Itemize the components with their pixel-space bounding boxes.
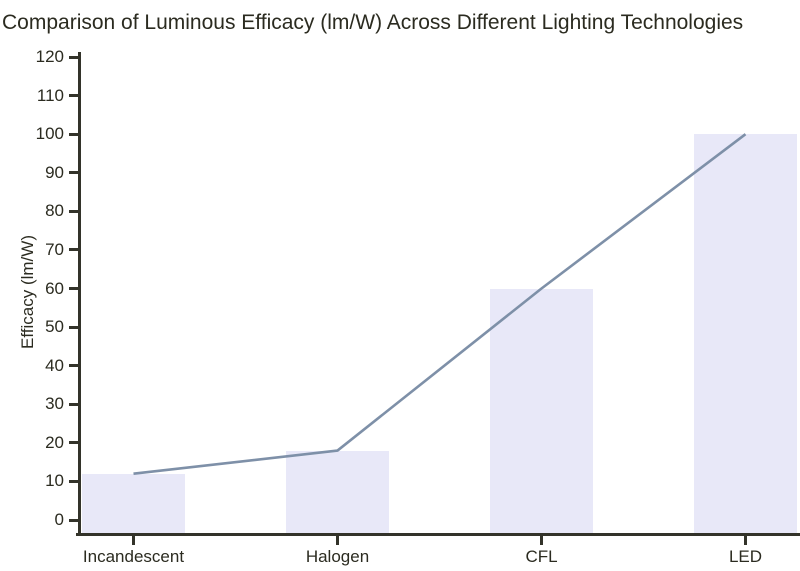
- y-tick-label: 80: [45, 201, 64, 221]
- x-tick-mark: [336, 536, 339, 545]
- y-tick-label: 70: [45, 239, 64, 259]
- x-tick-mark: [132, 536, 135, 545]
- y-tick-label: 30: [45, 394, 64, 414]
- y-tick-label: 100: [35, 124, 64, 144]
- bar-led: [694, 134, 797, 533]
- y-tick-mark: [69, 287, 78, 290]
- y-axis-spine: [78, 52, 81, 536]
- y-tick-mark: [69, 209, 78, 213]
- y-tick-mark: [69, 55, 78, 59]
- x-axis-line: [76, 533, 800, 536]
- y-tick-label: 40: [45, 355, 64, 375]
- x-tick-mark: [540, 536, 543, 545]
- y-tick-label: 50: [45, 317, 64, 337]
- y-tick-label: 110: [36, 85, 64, 105]
- y-tick-mark: [69, 441, 78, 445]
- y-tick-mark: [69, 402, 78, 406]
- x-tick-label-led: LED: [728, 547, 763, 566]
- y-tick-label: 60: [45, 278, 64, 298]
- y-tick-mark: [69, 325, 78, 329]
- bar-cfl: [490, 288, 593, 533]
- y-tick-mark: [69, 132, 78, 136]
- y-tick-label: 0: [54, 510, 64, 529]
- y-tick-label: 20: [45, 432, 64, 452]
- y-tick-label: 10: [45, 471, 64, 491]
- y-tick-mark: [69, 94, 78, 98]
- y-tick-mark: [69, 171, 78, 175]
- x-tick-label-halogen: Halogen: [305, 547, 370, 566]
- y-tick-label: 90: [45, 162, 64, 182]
- y-tick-label: 120: [35, 47, 64, 66]
- chart-title: Comparison of Luminous Efficacy (lm/W) A…: [2, 11, 744, 34]
- y-tick-mark: [69, 479, 78, 483]
- y-tick-mark: [69, 248, 78, 252]
- y-tick-mark: [69, 518, 78, 522]
- y-tick-mark: [69, 364, 78, 368]
- x-tick-label-cfl: CFL: [525, 547, 558, 566]
- x-tick-mark: [744, 536, 747, 545]
- line-path: [133, 133, 747, 475]
- bar-halogen: [286, 450, 389, 533]
- x-tick-label-incandescent: Incandescent: [82, 547, 185, 566]
- bar-incandescent: [82, 473, 185, 533]
